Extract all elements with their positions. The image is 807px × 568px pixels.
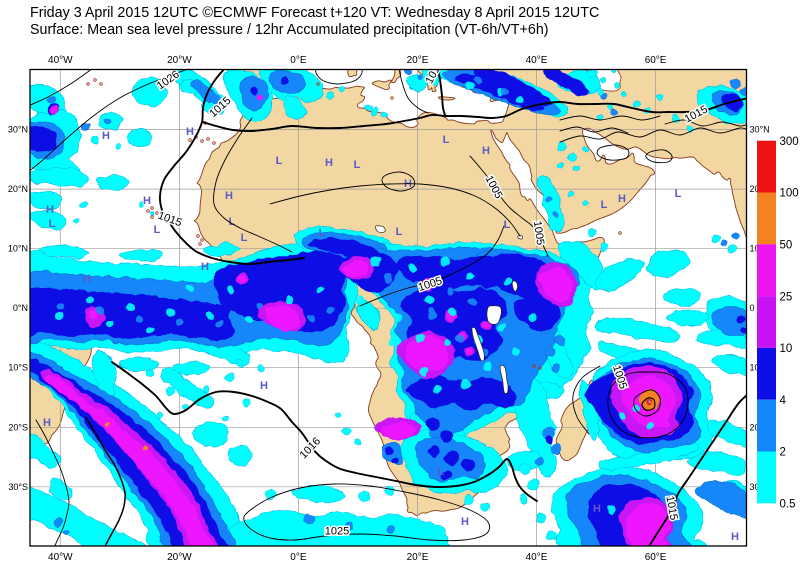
svg-text:H: H	[593, 503, 601, 515]
svg-text:10: 10	[780, 343, 793, 355]
svg-text:10°S: 10°S	[8, 363, 28, 373]
svg-text:H: H	[225, 190, 233, 202]
svg-text:20: 20	[750, 422, 760, 432]
svg-text:30°N: 30°N	[750, 125, 770, 135]
svg-text:H: H	[143, 195, 151, 207]
svg-text:50: 50	[780, 240, 793, 252]
svg-text:L: L	[601, 199, 608, 211]
svg-text:H: H	[482, 145, 490, 157]
svg-text:H: H	[102, 130, 110, 142]
svg-text:0°E: 0°E	[290, 55, 307, 66]
svg-text:Surface: Mean sea level pressu: Surface: Mean sea level pressure / 12hr …	[30, 22, 549, 38]
svg-text:H: H	[186, 126, 194, 138]
svg-text:40°W: 40°W	[48, 552, 73, 563]
svg-text:Friday 3 April 2015 12UTC ©ECM: Friday 3 April 2015 12UTC ©ECMWF Forecas…	[30, 5, 599, 21]
svg-text:40°W: 40°W	[48, 55, 73, 66]
svg-text:20°E: 20°E	[407, 552, 429, 563]
svg-text:L: L	[49, 218, 56, 230]
svg-text:H: H	[43, 417, 51, 429]
svg-text:10: 10	[750, 244, 760, 254]
svg-text:L: L	[504, 219, 511, 231]
svg-text:L: L	[229, 216, 236, 228]
svg-text:L: L	[154, 224, 161, 236]
svg-text:100: 100	[780, 188, 799, 200]
svg-text:1005: 1005	[531, 220, 546, 246]
svg-text:1025: 1025	[325, 526, 349, 538]
svg-text:H: H	[731, 531, 739, 543]
svg-text:40°E: 40°E	[526, 55, 548, 66]
svg-text:10°N: 10°N	[8, 244, 28, 254]
svg-text:L: L	[354, 159, 361, 171]
svg-text:20: 20	[750, 184, 760, 194]
svg-text:L: L	[675, 188, 682, 200]
svg-text:L: L	[396, 226, 403, 238]
svg-text:30°N: 30°N	[8, 125, 28, 135]
svg-text:L: L	[443, 134, 450, 146]
svg-text:20°W: 20°W	[167, 552, 192, 563]
svg-text:30°S: 30°S	[8, 482, 28, 492]
svg-text:0.5: 0.5	[780, 499, 796, 511]
svg-text:30: 30	[750, 482, 760, 492]
svg-text:0°E: 0°E	[290, 552, 307, 563]
svg-text:H: H	[325, 157, 333, 169]
svg-text:4: 4	[780, 395, 787, 407]
svg-text:H: H	[83, 273, 91, 285]
svg-text:20°S: 20°S	[8, 422, 28, 432]
svg-text:20°E: 20°E	[407, 55, 429, 66]
svg-text:1015: 1015	[663, 495, 679, 521]
svg-text:10: 10	[750, 363, 760, 373]
svg-text:20°W: 20°W	[167, 55, 192, 66]
svg-text:L: L	[319, 227, 326, 239]
svg-text:L: L	[241, 232, 248, 244]
svg-text:L: L	[438, 466, 445, 478]
svg-text:40°E: 40°E	[526, 552, 548, 563]
svg-text:H: H	[46, 204, 54, 216]
svg-text:60°E: 60°E	[645, 552, 667, 563]
svg-text:25: 25	[780, 291, 793, 303]
svg-text:0°N: 0°N	[13, 303, 28, 313]
svg-text:H: H	[618, 193, 626, 205]
svg-text:300: 300	[780, 136, 799, 148]
svg-text:H: H	[201, 261, 209, 273]
svg-text:60°E: 60°E	[645, 55, 667, 66]
svg-text:0: 0	[750, 303, 755, 313]
svg-text:L: L	[276, 155, 283, 167]
svg-text:H: H	[260, 380, 268, 392]
svg-text:20°N: 20°N	[8, 184, 28, 194]
svg-text:H: H	[461, 516, 469, 528]
svg-text:2: 2	[780, 447, 786, 459]
